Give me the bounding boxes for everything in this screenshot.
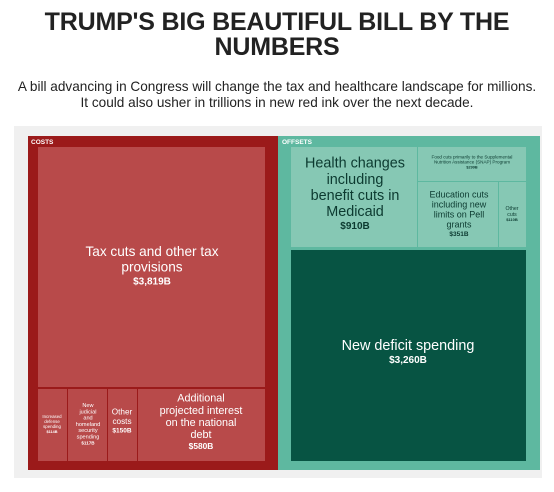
defense-tile: [38, 389, 67, 461]
deficit-tile: [291, 250, 526, 461]
other-cuts-label: Other cuts: [506, 206, 519, 218]
snap-tile: [418, 147, 526, 181]
interest-label: Additional projected interest on the natio…: [160, 393, 243, 441]
education-value: $351B: [449, 231, 468, 238]
snap-value: $299B: [466, 165, 477, 169]
deficit-value: $3,260B: [389, 355, 427, 366]
defense-value: $114B: [47, 430, 58, 434]
snap-label: Food cuts primarily to the Supplemental N…: [432, 154, 513, 164]
other-cuts-tile: [499, 182, 526, 247]
other-cuts-value: $110B: [506, 217, 518, 222]
education-tile: [418, 182, 498, 247]
judicial-homeland-tile: [68, 389, 107, 461]
tax-cuts-label: Tax cuts and other tax provisions: [86, 244, 219, 274]
health-label: Health changes including benefit cuts in Me…: [305, 156, 405, 220]
tax-cuts-value: $3,819B: [133, 276, 171, 287]
health-value: $910B: [340, 221, 369, 232]
interest-tile: [138, 389, 265, 461]
other-costs-label: Other costs: [112, 408, 133, 426]
page-subtitle: A bill advancing in Congress will change…: [17, 79, 537, 110]
other-costs-tile: [108, 389, 137, 461]
other-costs-value: $150B: [112, 427, 131, 434]
costs-group-label: COSTS: [31, 139, 54, 146]
page-title: TRUMP'S BIG BEAUTIFUL BILL BY THE NUMBER…: [44, 8, 510, 61]
deficit-label: New deficit spending: [342, 338, 475, 354]
judicial-homeland-value: $117B: [81, 440, 95, 445]
tax-cuts-tile: [38, 147, 265, 387]
interest-value: $580B: [189, 441, 214, 451]
defense-label: Increased defense spending: [42, 414, 62, 429]
health-tile: [291, 147, 417, 247]
judicial-homeland-label: New judicial and homeland security spending: [76, 403, 101, 440]
education-label: Education cuts including new limits on Pel…: [429, 189, 489, 229]
offsets-group-label: OFFSETS: [282, 139, 313, 146]
